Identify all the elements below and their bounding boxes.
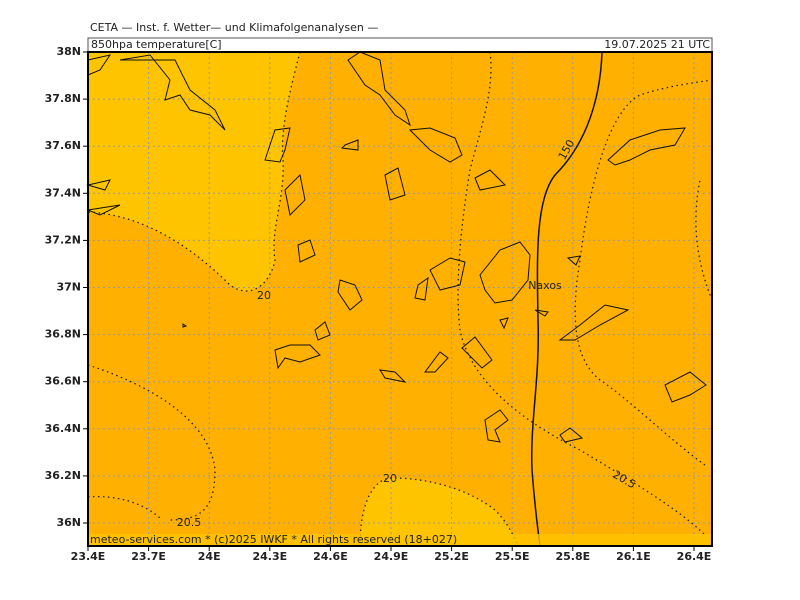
lat-tick-label: 37.6N: [45, 139, 81, 152]
lat-tick-label: 36.8N: [45, 328, 81, 341]
height-contour: [530, 51, 603, 547]
island: [182, 321, 584, 443]
lon-tick-label: 24.9E: [374, 550, 409, 563]
lat-tick-label: 37.4N: [45, 186, 81, 199]
lat-tick-label: 36.6N: [45, 375, 81, 388]
lon-tick-label: 25.8E: [555, 550, 590, 563]
copyright: meteo-services.com * (c)2025 IWKF * All …: [90, 533, 457, 546]
contour: [87, 364, 216, 521]
lon-tick-label: 24E: [198, 550, 221, 563]
lon-tick-label: 24.3E: [252, 550, 287, 563]
lon-tick-label: 25.2E: [434, 550, 469, 563]
cool-field: [88, 52, 300, 291]
contour: [574, 79, 713, 466]
lon-tick-label: 23.4E: [71, 550, 106, 563]
contour-label: 20: [383, 472, 397, 485]
lat-tick-label: 37N: [56, 281, 81, 294]
header-title: CETA — Inst. f. Wetter— und Klimafolgena…: [90, 21, 378, 34]
lat-tick-label: 36.4N: [45, 422, 81, 435]
frame: [87, 51, 713, 547]
contour-label: 20: [257, 289, 271, 302]
island: [347, 51, 507, 201]
lat-tick-label: 36.2N: [45, 469, 81, 482]
lat-tick-label: 37.2N: [45, 233, 81, 246]
contour: [695, 179, 713, 301]
lat-tick-label: 36N: [56, 516, 81, 529]
island: [264, 127, 359, 263]
place-label: Naxos: [528, 279, 562, 292]
contour: [359, 477, 519, 547]
lat-tick-label: 37.8N: [45, 92, 81, 105]
lon-tick-label: 26.4E: [677, 550, 712, 563]
field-name: 850hpa temperature[C]: [91, 38, 222, 51]
island: [499, 127, 707, 403]
lon-tick-label: 24.6E: [313, 550, 348, 563]
lon-tick-label: 25.5E: [495, 550, 530, 563]
island: [86, 54, 226, 216]
footer-band: [88, 534, 712, 546]
cool-field: [360, 478, 518, 546]
lon-tick-label: 26.1E: [616, 550, 651, 563]
contour: [87, 51, 301, 292]
valid-time: 19.07.2025 21 UTC: [604, 38, 710, 51]
island: [337, 241, 581, 317]
lat-tick-label: 38N: [56, 45, 81, 58]
contour-label: 20.5: [177, 516, 202, 529]
contour: [457, 51, 706, 536]
lon-tick-label: 23.7E: [131, 550, 166, 563]
